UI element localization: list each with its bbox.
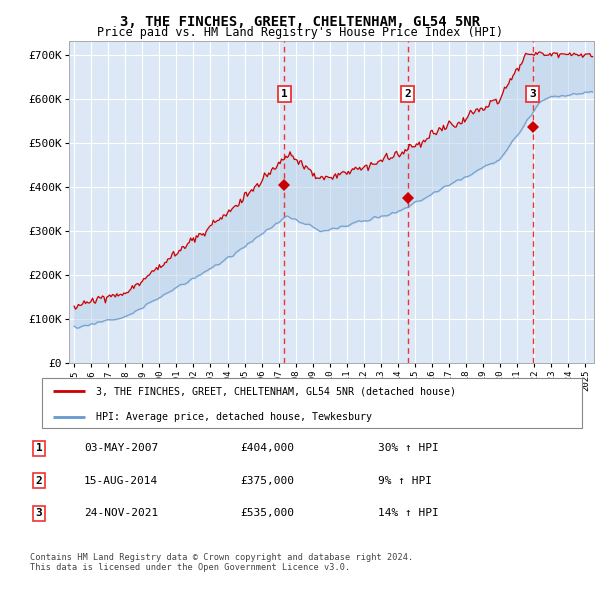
Text: 15-AUG-2014: 15-AUG-2014: [84, 476, 158, 486]
Text: Price paid vs. HM Land Registry's House Price Index (HPI): Price paid vs. HM Land Registry's House …: [97, 26, 503, 39]
Text: 1: 1: [281, 89, 287, 99]
Text: 3, THE FINCHES, GREET, CHELTENHAM, GL54 5NR: 3, THE FINCHES, GREET, CHELTENHAM, GL54 …: [120, 15, 480, 29]
Text: HPI: Average price, detached house, Tewkesbury: HPI: Average price, detached house, Tewk…: [96, 412, 372, 422]
Text: £404,000: £404,000: [240, 444, 294, 453]
Text: 24-NOV-2021: 24-NOV-2021: [84, 509, 158, 518]
Text: 9% ↑ HPI: 9% ↑ HPI: [378, 476, 432, 486]
Text: This data is licensed under the Open Government Licence v3.0.: This data is licensed under the Open Gov…: [30, 563, 350, 572]
Text: 30% ↑ HPI: 30% ↑ HPI: [378, 444, 439, 453]
Text: 3: 3: [529, 89, 536, 99]
Text: 3: 3: [35, 509, 43, 518]
Text: 3, THE FINCHES, GREET, CHELTENHAM, GL54 5NR (detached house): 3, THE FINCHES, GREET, CHELTENHAM, GL54 …: [96, 386, 456, 396]
Text: 2: 2: [404, 89, 411, 99]
FancyBboxPatch shape: [42, 378, 582, 428]
Text: £535,000: £535,000: [240, 509, 294, 518]
Text: 1: 1: [35, 444, 43, 453]
Text: 03-MAY-2007: 03-MAY-2007: [84, 444, 158, 453]
Text: 2: 2: [35, 476, 43, 486]
Text: Contains HM Land Registry data © Crown copyright and database right 2024.: Contains HM Land Registry data © Crown c…: [30, 553, 413, 562]
Text: 14% ↑ HPI: 14% ↑ HPI: [378, 509, 439, 518]
Text: £375,000: £375,000: [240, 476, 294, 486]
